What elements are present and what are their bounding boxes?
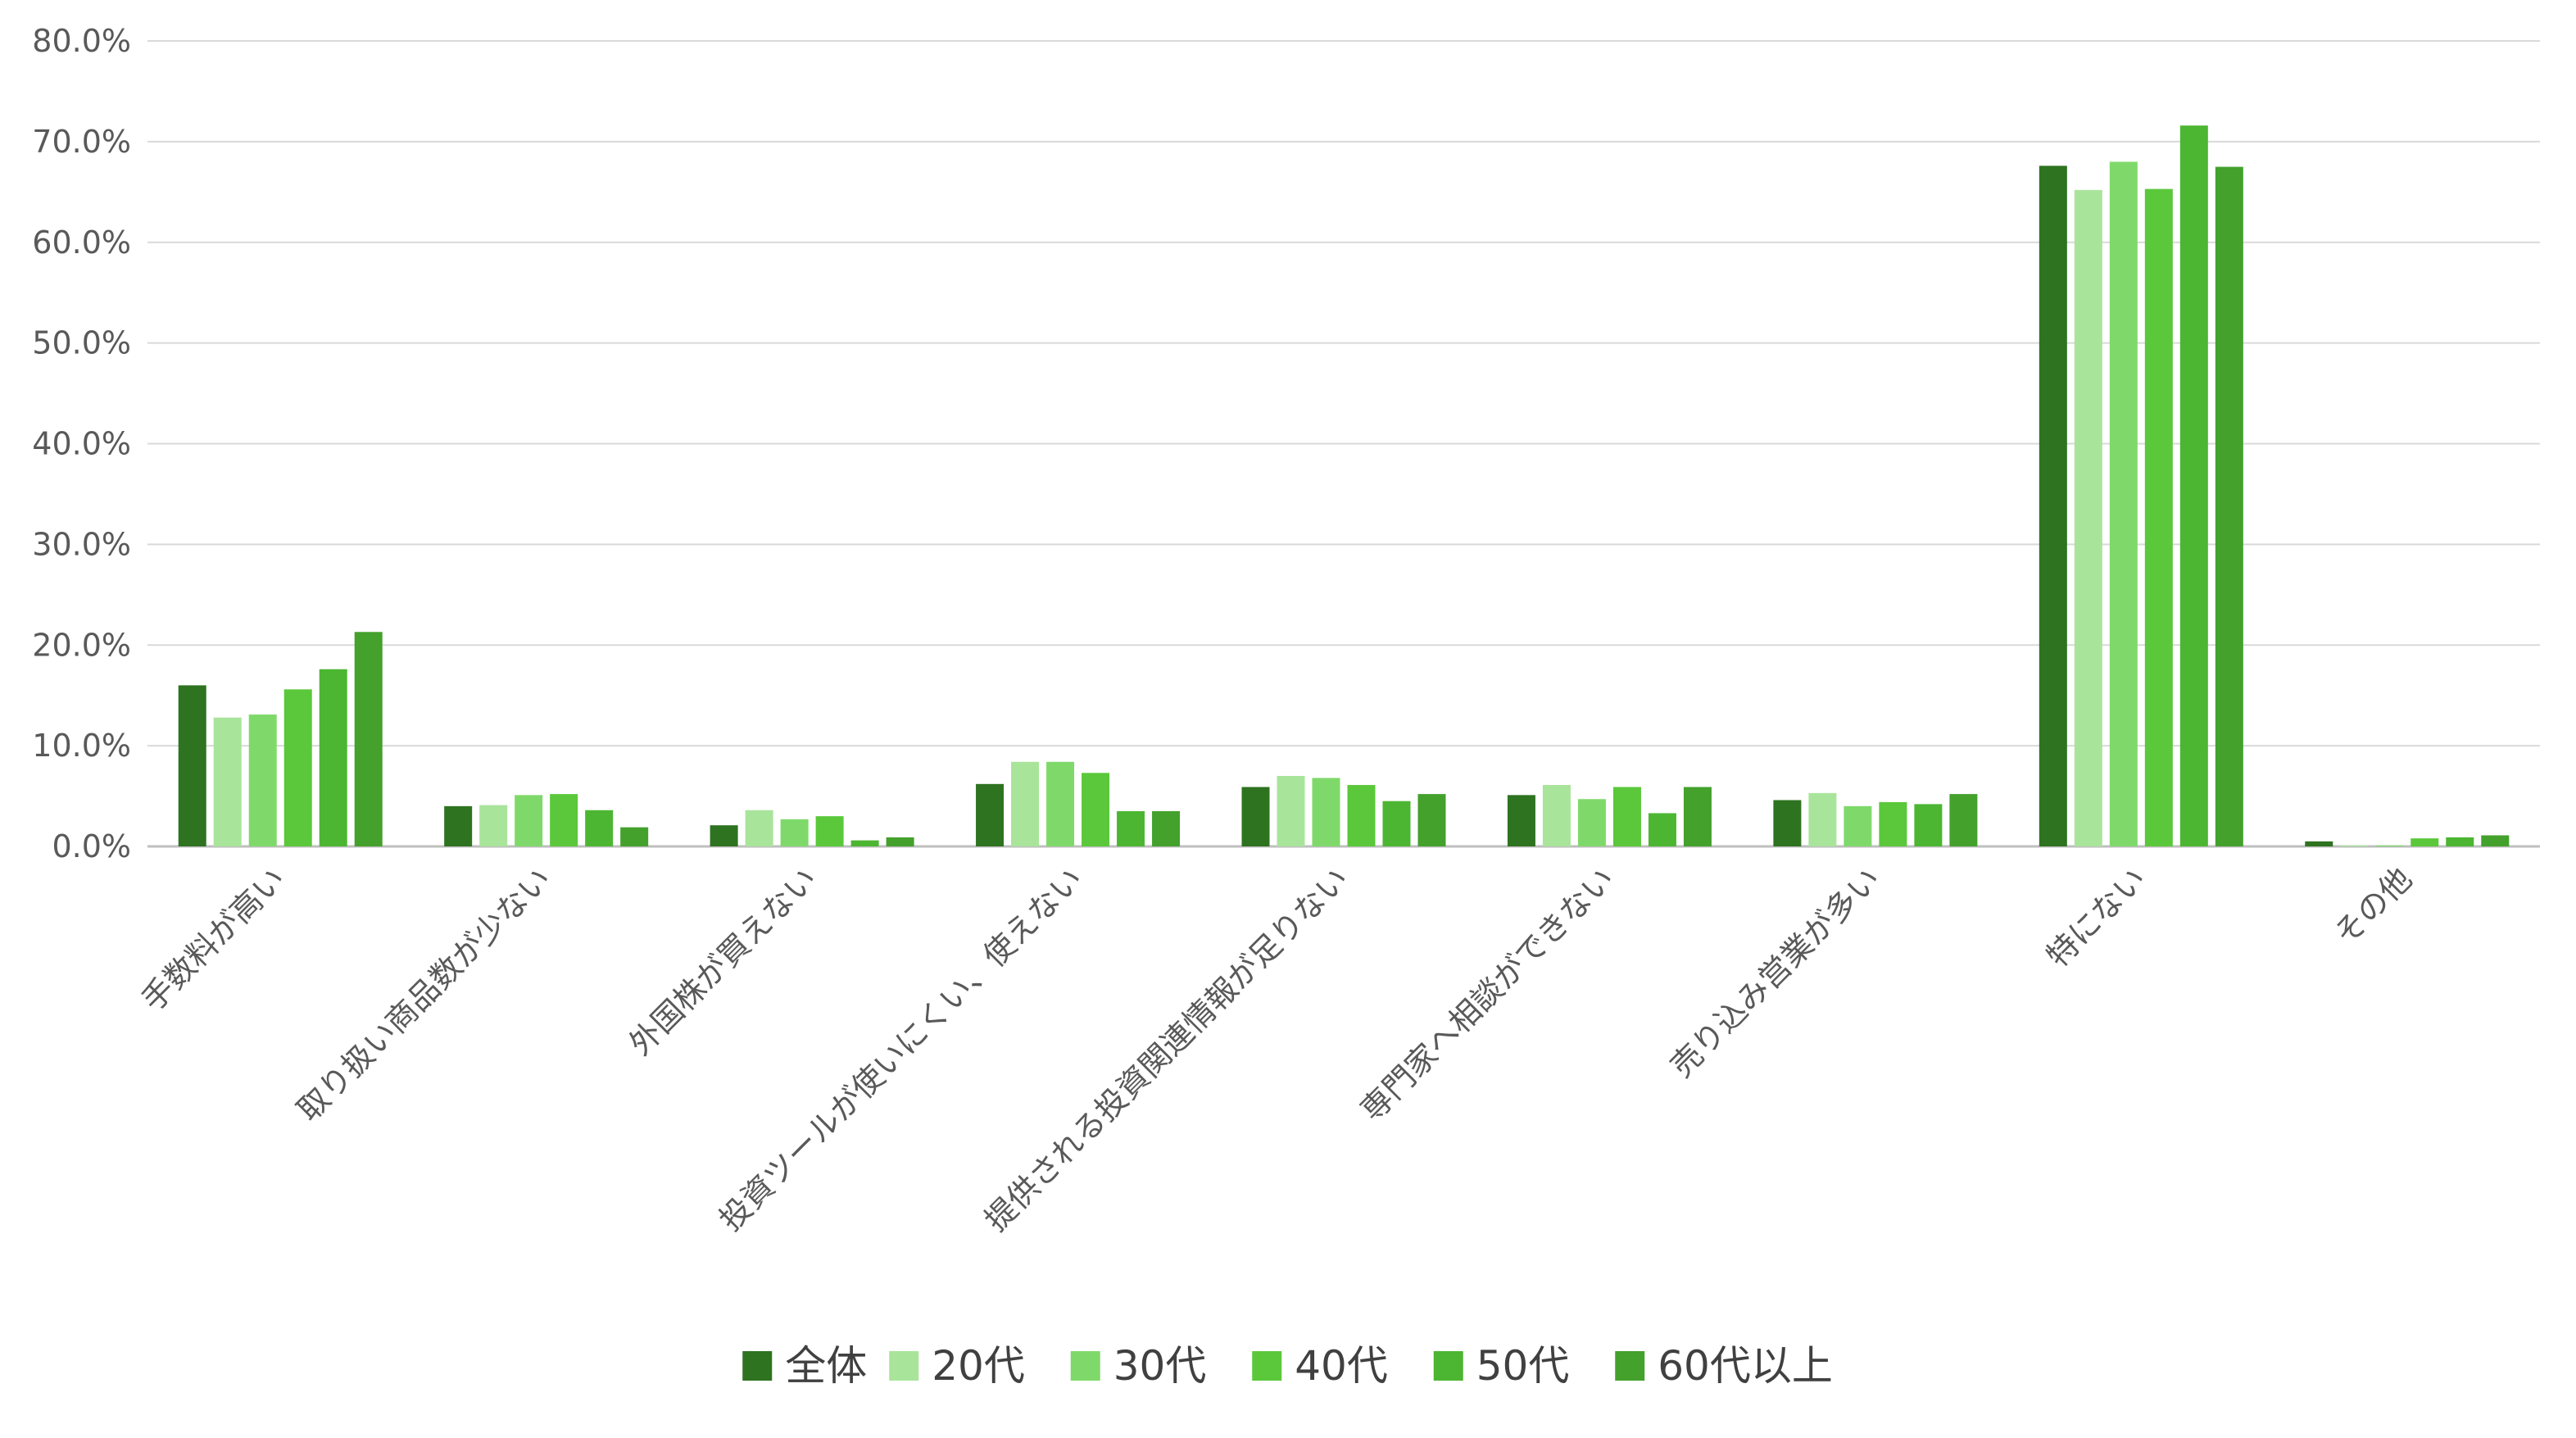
legend-label: 20代 — [932, 1342, 1025, 1390]
y-tick-label: 10.0% — [32, 728, 131, 764]
legend-swatch — [1252, 1351, 1282, 1381]
x-category-label: 売り込み営業が多い — [1663, 860, 1887, 1084]
bar — [1277, 775, 1305, 846]
bar — [1773, 800, 1802, 846]
legend-label: 50代 — [1476, 1342, 1570, 1390]
bar — [1347, 785, 1376, 846]
x-category-label: 特にない — [2039, 860, 2153, 974]
legend-swatch — [1070, 1351, 1100, 1381]
bar — [1011, 761, 1040, 846]
bar — [815, 816, 844, 846]
bar — [745, 810, 773, 846]
bar — [1844, 805, 1872, 846]
bar — [444, 805, 473, 846]
bar — [1612, 787, 1641, 846]
bar — [2039, 166, 2067, 847]
bar — [1312, 778, 1340, 846]
x-category-label: 取り扱い商品数が少ない — [290, 860, 558, 1128]
bar — [1417, 794, 1446, 846]
y-tick-label: 50.0% — [32, 325, 131, 361]
y-axis-ticks: 0.0% 10.0% 20.0% 30.0% 40.0% 50.0% 60.0% 70.0% 8… — [32, 23, 131, 864]
bar — [178, 685, 206, 846]
bar — [2410, 838, 2439, 846]
x-category-label: その他 — [2327, 860, 2419, 952]
y-tick-label: 20.0% — [32, 627, 131, 663]
bar — [1241, 787, 1270, 846]
gridlines — [147, 40, 2540, 848]
bar — [248, 714, 277, 846]
bar — [479, 805, 508, 846]
bar — [1542, 785, 1571, 846]
bar — [1683, 787, 1712, 846]
bar — [1808, 792, 1837, 846]
bar — [1152, 810, 1181, 846]
bar — [2446, 837, 2474, 846]
bar — [1082, 773, 1110, 846]
bar — [2481, 835, 2510, 846]
legend-swatch — [889, 1351, 919, 1381]
bar — [2074, 189, 2102, 847]
x-category-label: 手数料が高い — [134, 860, 292, 1018]
bar — [1507, 795, 1535, 846]
bar — [550, 794, 578, 846]
bar — [354, 632, 383, 846]
bar — [1648, 813, 1676, 846]
bar — [620, 827, 649, 846]
bar — [213, 717, 242, 846]
bar — [2179, 125, 2208, 847]
bar — [283, 689, 312, 846]
bar — [780, 819, 809, 846]
bar — [1879, 801, 1907, 846]
y-tick-label: 30.0% — [32, 526, 131, 562]
x-category-label: 専門家へ相談ができない — [1354, 860, 1621, 1128]
bar — [1046, 761, 1075, 846]
y-tick-label: 80.0% — [32, 23, 131, 59]
y-tick-label: 0.0% — [52, 828, 131, 864]
x-category-label: 外国株が買えない — [622, 860, 823, 1062]
legend-label: 全体 — [785, 1342, 867, 1390]
legend-swatch — [1433, 1351, 1463, 1381]
bar — [1949, 794, 1978, 846]
bar — [710, 825, 738, 846]
bar — [2305, 841, 2333, 846]
bar — [585, 810, 614, 846]
bar — [1382, 801, 1411, 846]
y-tick-label: 40.0% — [32, 426, 131, 462]
bar — [1577, 799, 1606, 846]
y-tick-label: 60.0% — [32, 225, 131, 261]
bar — [886, 837, 914, 846]
bar — [1117, 810, 1145, 846]
bar — [2144, 188, 2173, 847]
bar — [1914, 804, 1943, 846]
legend: 全体 20代 30代 40代 50代 60代以上 — [742, 1342, 1833, 1390]
bar — [319, 669, 347, 846]
legend-swatch — [1615, 1351, 1645, 1381]
bar — [515, 795, 543, 846]
bars — [178, 125, 2510, 847]
legend-swatch — [742, 1351, 773, 1381]
y-tick-label: 70.0% — [32, 124, 131, 160]
legend-label: 30代 — [1113, 1342, 1207, 1390]
bar — [2109, 161, 2138, 846]
bar — [976, 783, 1005, 846]
bar — [2215, 166, 2243, 846]
bar — [850, 840, 879, 846]
legend-label: 40代 — [1295, 1342, 1388, 1390]
legend-label: 60代以上 — [1658, 1342, 1833, 1390]
